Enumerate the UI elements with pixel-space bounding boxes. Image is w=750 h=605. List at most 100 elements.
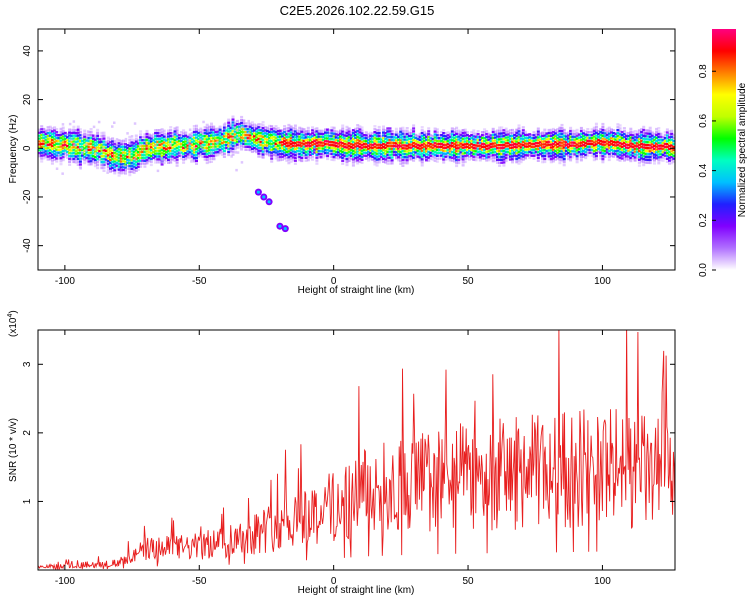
heatmap-cell [167,147,170,150]
heatmap-cell [506,139,510,142]
heatmap-cell [418,153,422,156]
heatmap-cell [169,158,173,161]
heatmap-cell [472,132,476,135]
heatmap-cell [276,129,280,133]
heatmap-cell [663,148,667,152]
heatmap-cell [233,147,237,151]
heatmap-cell [128,147,132,150]
heatmap-cell [560,138,564,141]
heatmap-cell [476,130,480,133]
heatmap-cell [50,153,54,156]
heatmap-cell [657,156,661,159]
heatmap-cell [42,154,46,157]
heatmap-cell [653,141,656,145]
heatmap-cell [139,156,143,159]
heatmap-cell [405,138,409,141]
heatmap-cell [240,127,244,130]
heatmap-cell [246,125,250,128]
heatmap-cell [126,147,130,150]
heatmap-cell [547,155,551,158]
heatmap-cell [61,147,65,150]
heatmap-cell [76,160,80,164]
heatmap-cell [248,148,252,152]
heatmap-cell [160,139,164,143]
heatmap-cell [532,137,536,140]
heatmap-cell [136,142,140,145]
heatmap-cell [575,134,579,137]
heatmap-cell [461,164,465,167]
heatmap-cell [594,149,598,152]
heatmap-cell [399,150,403,154]
heatmap-cell [278,141,282,144]
heatmap-cell [283,154,287,157]
heatmap-cell [367,147,370,150]
heatmap-cell [293,162,297,165]
heatmap-cell [347,136,351,139]
heatmap-cell [644,161,648,164]
heatmap-cell [298,147,302,150]
heatmap-cell [610,145,613,149]
heatmap-cell [502,140,506,144]
heatmap-cell [670,158,674,162]
heatmap-cell [218,125,222,128]
heatmap-cell [177,154,181,157]
heatmap-cell [564,132,568,135]
heatmap-cell [169,149,173,152]
heatmap-cell [328,135,332,138]
heatmap-cell [229,135,233,138]
heatmap-cell [190,152,194,155]
heatmap-cell [68,146,72,149]
heatmap-cell [128,138,132,142]
heatmap-cell [40,160,44,163]
heatmap-cell [562,160,566,164]
heatmap-cell [134,155,138,158]
heatmap-cell [416,152,420,155]
heatmap-cell [115,153,119,156]
heatmap-cell [205,155,209,159]
heatmap-cell [397,144,401,147]
heatmap-cell [136,162,140,166]
heatmap-cell [130,155,134,159]
heatmap-cell [410,134,413,138]
heatmap-cell [313,130,317,134]
heatmap-cell [42,157,46,160]
heatmap-cell [111,169,115,172]
heatmap-cell [227,118,231,121]
colorbar-tick-label: 0.4 [698,163,709,177]
heatmap-cell [272,133,276,136]
heatmap-cell [384,161,388,164]
heatmap-cell [644,149,648,153]
heatmap-cell [265,126,269,130]
heatmap-cell [319,144,323,147]
heatmap-cell [496,144,499,147]
heatmap-cell [91,134,95,137]
heatmap-cell [377,140,381,143]
heatmap-cell [341,130,345,133]
heatmap-cell [437,154,441,157]
heatmap-cell [160,137,164,140]
heatmap-cell [590,145,594,149]
heatmap-cell [259,134,263,138]
heatmap-cell [173,150,177,154]
heatmap-cell [302,145,306,149]
heatmap-cell [491,145,495,148]
heatmap-cell [375,135,379,138]
heatmap-cell [364,157,368,160]
heatmap-cell [154,134,158,138]
heatmap-cell [463,151,467,155]
heatmap-cell [94,152,97,156]
heatmap-cell [59,139,63,142]
heatmap-cell [364,137,368,140]
heatmap-cell [141,144,145,148]
heatmap-cell [203,126,207,129]
heatmap-cell [500,146,504,150]
heatmap-cell [160,151,164,154]
heatmap-cell [106,139,110,142]
heatmap-cell [40,125,44,128]
heatmap-cell [414,136,418,140]
heatmap-cell [83,129,87,132]
heatmap-cell [261,141,265,144]
heatmap-cell [128,173,132,177]
heatmap-cell [199,151,203,154]
heatmap-cell [212,137,216,140]
